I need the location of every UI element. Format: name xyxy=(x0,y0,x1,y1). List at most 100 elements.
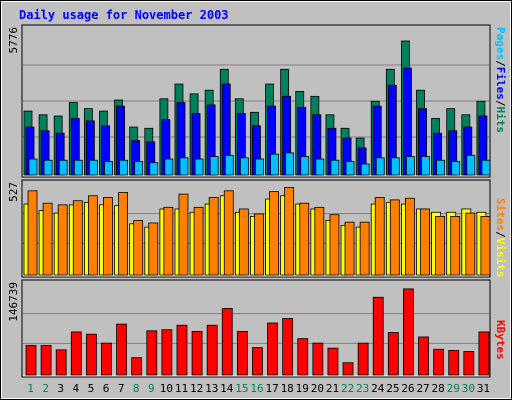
sites-bar xyxy=(178,193,189,276)
kbytes-bar xyxy=(327,347,339,376)
pages-bar xyxy=(73,159,83,176)
legend-visits-sites: Sites/Visits xyxy=(494,198,507,278)
x-tick-label: 4 xyxy=(73,382,80,395)
pages-bar xyxy=(58,159,68,176)
x-tick-label: 10 xyxy=(160,382,173,395)
legend-kbytes: KBytes xyxy=(494,320,507,360)
x-tick-label: 6 xyxy=(103,382,110,395)
x-tick-label: 23 xyxy=(356,382,369,395)
sites-bar xyxy=(42,202,53,276)
sites-bar xyxy=(405,197,415,276)
legend-hits-files-pages-part: Hits xyxy=(494,107,507,134)
kbytes-bar xyxy=(70,331,82,376)
kbytes-bar xyxy=(267,322,278,376)
kbytes-bar xyxy=(40,344,52,376)
chart-title: Daily usage for November 2003 xyxy=(19,8,229,22)
legend-hits-files-pages-part: Pages xyxy=(494,27,507,60)
x-tick-label: 9 xyxy=(148,382,155,395)
pages-bar xyxy=(224,154,234,176)
x-tick-label: 18 xyxy=(281,382,294,395)
kbytes-max-label: 146739 xyxy=(7,282,20,322)
pages-bar xyxy=(209,156,219,176)
x-tick-label: 12 xyxy=(190,382,203,395)
x-tick-label: 8 xyxy=(133,382,140,395)
kbytes-bar xyxy=(191,330,203,376)
pages-bar xyxy=(436,159,446,176)
kbytes-bar xyxy=(418,336,429,376)
sites-bar xyxy=(27,190,38,276)
pages-bar xyxy=(330,159,340,176)
pages-bar xyxy=(255,158,264,176)
kbytes-bar xyxy=(25,344,37,376)
kbytes-bar xyxy=(55,349,67,376)
pages-bar xyxy=(179,157,189,176)
sites-bar xyxy=(389,199,400,276)
sites-bar xyxy=(450,215,461,276)
pages-bar xyxy=(481,159,491,176)
kbytes-bar xyxy=(478,331,490,376)
legend-visits-sites-part: Sites xyxy=(494,198,507,231)
legend-hits-files-pages-part: Files xyxy=(494,67,507,100)
pages-bar xyxy=(88,159,98,176)
kbytes-bar xyxy=(433,348,445,376)
sites-bar xyxy=(344,221,355,276)
legend-hits-files-pages: Pages/Files/Hits xyxy=(494,27,507,133)
kbytes-bar xyxy=(342,362,354,376)
sites-bar xyxy=(118,192,128,276)
kbytes-bar xyxy=(463,351,475,376)
kbytes-bar xyxy=(252,347,263,376)
sites-bar xyxy=(193,206,204,276)
x-tick-label: 11 xyxy=(175,382,188,395)
sites-bar xyxy=(314,206,325,276)
kbytes-bar xyxy=(146,330,158,376)
sites-bar xyxy=(359,221,370,276)
sites-bar xyxy=(374,197,385,276)
kbytes-bar xyxy=(206,324,218,376)
kbytes-bar xyxy=(161,329,173,376)
x-tick-label: 7 xyxy=(118,382,125,395)
x-tick-label: 25 xyxy=(386,382,399,395)
x-tick-label: 16 xyxy=(250,382,263,395)
kbytes-bar xyxy=(312,342,324,376)
kbytes-bar xyxy=(236,330,248,376)
sites-bar xyxy=(133,220,144,276)
x-tick-label: 21 xyxy=(326,382,339,395)
sites-bar xyxy=(163,206,174,276)
pages-bar xyxy=(315,158,325,176)
kbytes-bar xyxy=(101,342,112,376)
x-tick-label: 5 xyxy=(88,382,95,395)
sites-bar xyxy=(254,213,264,276)
sites-bar xyxy=(208,197,219,276)
x-tick-label: 31 xyxy=(477,382,490,395)
pages-bar xyxy=(345,161,355,176)
x-tick-label: 20 xyxy=(311,382,324,395)
legend-kbytes-part: KBytes xyxy=(494,320,507,360)
pages-bar xyxy=(270,153,279,176)
sites-bar xyxy=(420,208,430,276)
x-tick-label: 28 xyxy=(432,382,445,395)
sites-bar xyxy=(148,222,159,276)
hits-max-label: 5776 xyxy=(7,27,20,54)
pages-bar xyxy=(360,163,370,176)
x-tick-label: 30 xyxy=(462,382,475,395)
x-tick-label: 13 xyxy=(205,382,218,395)
sites-bar xyxy=(284,187,295,276)
pages-bar xyxy=(104,161,113,176)
legend-hits-files-pages-part: / xyxy=(494,60,507,67)
x-tick-label: 17 xyxy=(265,382,278,395)
kbytes-bar xyxy=(282,318,294,376)
sites-bar xyxy=(72,200,83,276)
x-tick-label: 27 xyxy=(416,382,429,395)
pages-bar xyxy=(239,157,249,176)
pages-bar xyxy=(451,161,461,176)
x-tick-label: 1 xyxy=(27,382,34,395)
sites-bar xyxy=(87,195,98,276)
kbytes-bar xyxy=(116,323,127,376)
kbytes-bar xyxy=(85,333,97,376)
sites-bar xyxy=(223,190,234,276)
pages-bar xyxy=(194,158,204,176)
x-tick-label: 19 xyxy=(296,382,309,395)
